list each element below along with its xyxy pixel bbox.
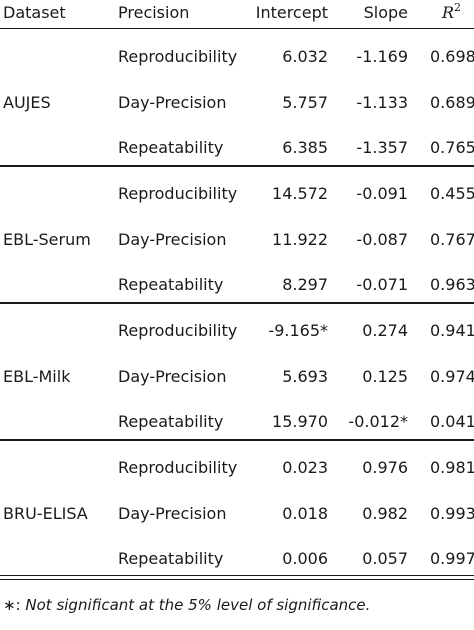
r-squared-cell: 0.698 [430,47,474,66]
precision-cell: Day-Precision [118,92,227,112]
r-squared-cell: 0.765 [430,138,474,157]
slope-cell: -0.091 [356,184,408,203]
dataset-cell: EBL-Milk [3,366,71,386]
header-dataset: Dataset [3,3,66,22]
intercept-cell: 6.385 [282,138,328,157]
intercept-cell: 11.922 [272,229,328,249]
slope-cell: -0.071 [356,275,408,294]
footnote-symbol: ∗: [3,596,21,614]
precision-cell: Repeatability [118,412,224,431]
header-intercept: Intercept [255,3,328,22]
r-squared-cell: 0.981 [430,458,474,477]
header-slope: Slope [363,3,408,22]
r-squared-cell: 0.767 [430,229,474,249]
r-squared-cell: 0.455 [430,184,474,203]
r-squared-cell: 0.997 [430,549,474,568]
precision-cell: Day-Precision [118,503,227,523]
slope-cell: 0.976 [362,458,408,477]
intercept-cell: 5.757 [282,92,328,112]
slope-cell: 0.982 [362,503,408,523]
intercept-cell: 6.032 [282,47,328,66]
header-precision: Precision [118,3,190,22]
slope-cell: -0.087 [356,229,408,249]
r-symbol: R [442,3,455,22]
r-squared-cell: 0.993 [430,503,474,523]
slope-cell: 0.274 [362,321,408,340]
precision-cell: Reproducibility [118,184,238,203]
slope-cell: -1.169 [356,47,408,66]
intercept-cell: -9.165* [268,321,328,340]
precision-cell: Reproducibility [118,47,238,66]
slope-cell: -1.357 [356,138,408,157]
r-squared-cell: 0.689 [430,92,474,112]
header-rule [0,28,474,29]
precision-cell: Reproducibility [118,321,238,340]
precision-cell: Reproducibility [118,458,238,477]
r-squared-cell: 0.963 [430,275,474,294]
intercept-cell: 0.018 [282,503,328,523]
precision-cell: Repeatability [118,549,224,568]
bottom-rule-1 [0,575,474,576]
slope-cell: 0.125 [362,366,408,386]
intercept-cell: 15.970 [272,412,328,431]
precision-cell: Repeatability [118,138,224,157]
footnote-text: Not significant at the 5% level of signi… [25,596,371,614]
bottom-rule-2 [0,579,474,580]
intercept-cell: 0.006 [282,549,328,568]
r-squared-cell: 0.974 [430,366,474,386]
header-r-squared: R2 [442,1,462,25]
precision-cell: Day-Precision [118,366,227,386]
dataset-cell: AUJES [3,92,51,112]
slope-cell: -0.012* [348,412,408,431]
dataset-cell: EBL-Serum [3,229,91,249]
slope-cell: -1.133 [356,92,408,112]
r-exponent: 2 [454,1,462,14]
intercept-cell: 8.297 [282,275,328,294]
precision-cell: Day-Precision [118,229,227,249]
group-separator-3 [0,439,474,441]
dataset-cell: BRU-ELISA [3,503,88,523]
r-squared-cell: 0.041 [430,412,474,431]
intercept-cell: 14.572 [272,184,328,203]
r-squared-cell: 0.941 [430,321,474,340]
group-separator-1 [0,165,474,167]
slope-cell: 0.057 [362,549,408,568]
footnote: ∗: Not significant at the 5% level of si… [3,595,370,615]
precision-cell: Repeatability [118,275,224,294]
intercept-cell: 5.693 [282,366,328,386]
intercept-cell: 0.023 [282,458,328,477]
group-separator-2 [0,302,474,304]
